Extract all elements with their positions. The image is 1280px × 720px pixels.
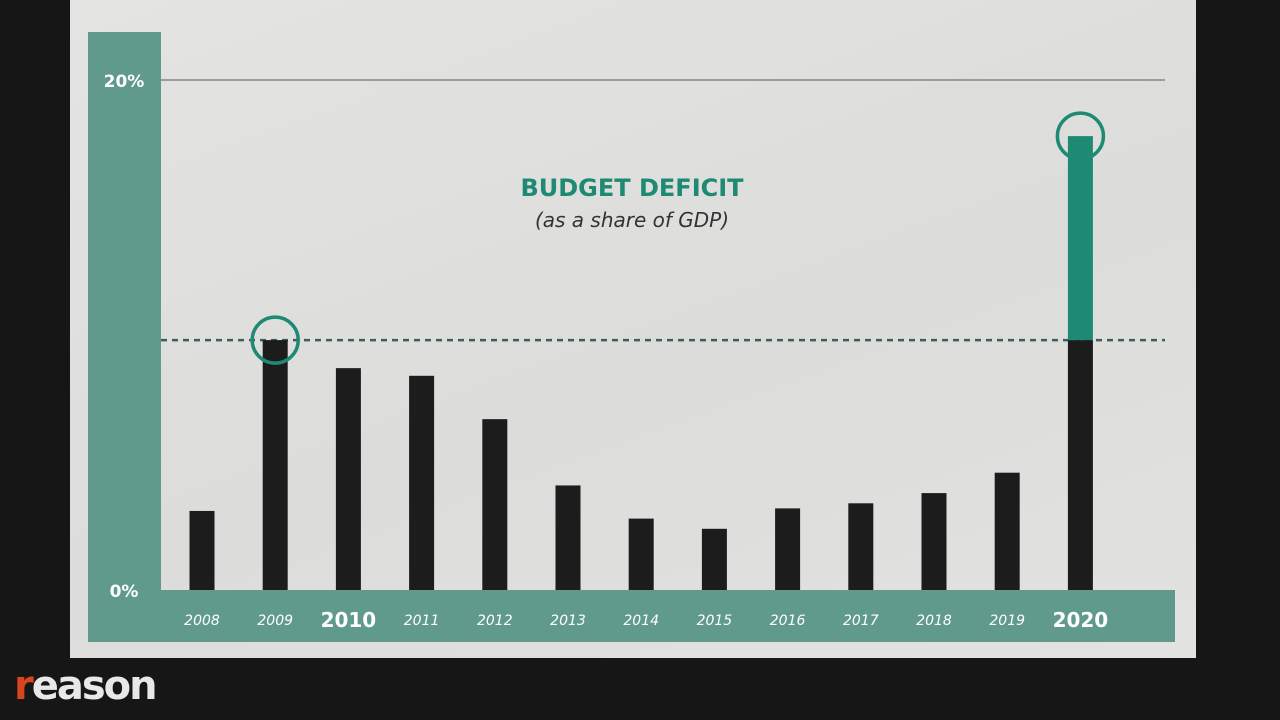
- bar-2017: [848, 503, 874, 590]
- bar-2019: [994, 472, 1020, 590]
- bar-2013: [555, 485, 581, 590]
- y-tick-label: 20%: [104, 72, 145, 92]
- x-tick-label-2019: 2019: [989, 613, 1025, 629]
- bar-2020-excess: [1067, 136, 1093, 341]
- chart-title: BUDGET DEFICIT: [520, 174, 744, 202]
- x-axis-band: [88, 590, 1175, 642]
- bar-2008: [189, 510, 215, 590]
- bar-2015: [701, 528, 727, 590]
- x-tick-label-2010: 2010: [321, 608, 377, 632]
- x-tick-label-2018: 2018: [916, 613, 952, 629]
- x-tick-label-2015: 2015: [697, 613, 733, 629]
- x-tick-label-2016: 2016: [770, 613, 806, 629]
- bar-2010: [335, 368, 361, 590]
- x-tick-label-2009: 2009: [257, 613, 293, 629]
- x-tick-label-2017: 2017: [843, 613, 879, 629]
- bar-2009: [262, 340, 288, 590]
- bar-2011: [409, 375, 435, 590]
- x-tick-label-2013: 2013: [550, 613, 586, 629]
- bar-2014: [628, 518, 654, 590]
- logo-letter-r: r: [14, 663, 34, 709]
- bar-2018: [921, 493, 947, 590]
- y-tick-label: 0%: [110, 582, 139, 602]
- highlight-circle-2020: [1055, 111, 1106, 161]
- x-tick-label-2020: 2020: [1053, 608, 1109, 632]
- logo-wordmark: eason: [31, 663, 158, 709]
- x-tick-label-2011: 2011: [404, 613, 440, 629]
- x-tick-label-2008: 2008: [184, 613, 220, 629]
- x-tick-label-2012: 2012: [477, 613, 513, 629]
- chart-subtitle: (as a share of GDP): [535, 208, 729, 232]
- bar-2020-base: [1067, 340, 1093, 590]
- bar-2012: [482, 419, 508, 590]
- y-axis-band: [88, 32, 161, 642]
- bar-2016: [775, 508, 801, 590]
- reason-logo: reason: [14, 662, 158, 710]
- highlight-circle-2009: [250, 315, 300, 365]
- x-tick-label-2014: 2014: [623, 613, 659, 629]
